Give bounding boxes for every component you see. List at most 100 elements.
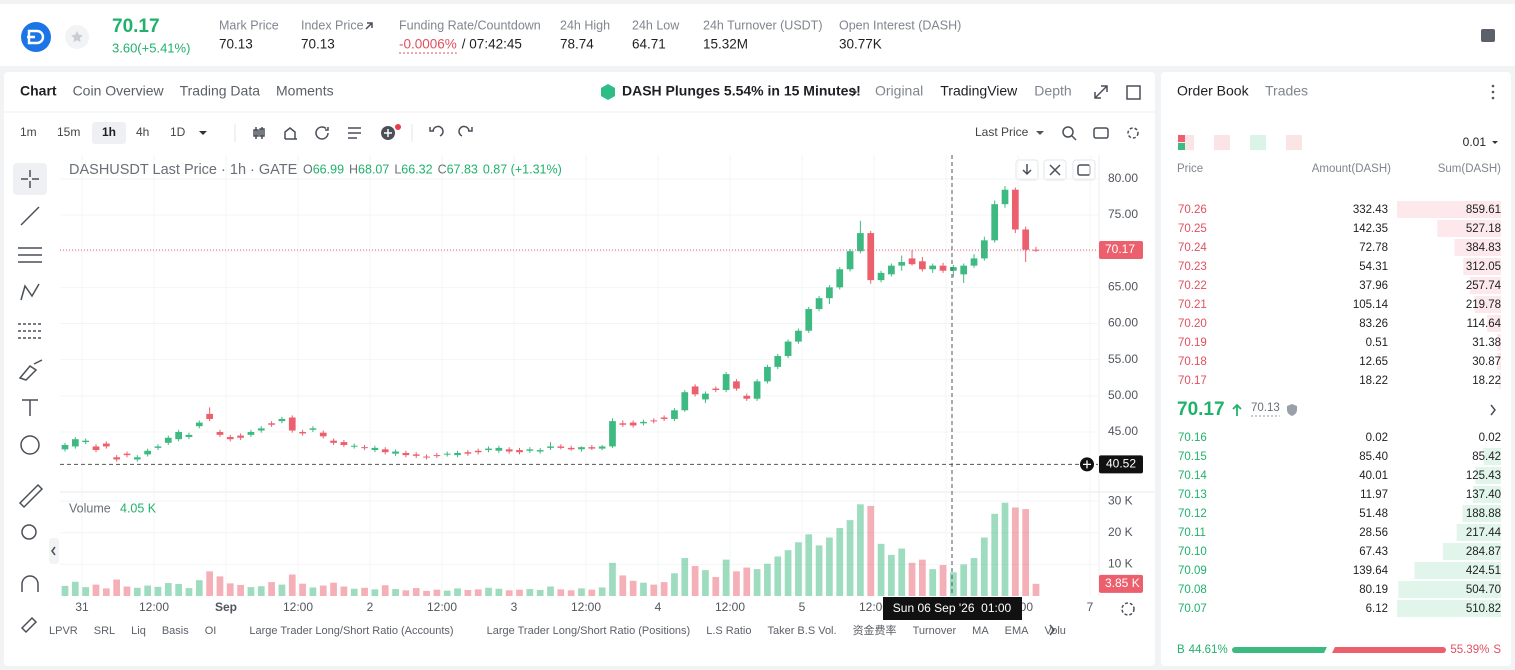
indicator[interactable]: Turnover (913, 625, 957, 637)
candle-body (743, 395, 751, 399)
price-source-dropdown[interactable] (1036, 131, 1044, 135)
volume-bar (857, 504, 864, 596)
expand-icon[interactable] (1094, 85, 1108, 99)
zoom-tool[interactable] (21, 524, 37, 540)
interval[interactable]: 1h (102, 125, 116, 139)
ob-price[interactable]: 70.19 (1178, 337, 1207, 349)
candle-body (753, 381, 761, 399)
undo-icon[interactable] (429, 125, 444, 137)
interval-dropdown[interactable] (199, 131, 207, 135)
ob-tab[interactable]: Trades (1265, 83, 1308, 99)
ob-price[interactable]: 70.10 (1178, 546, 1207, 558)
fit-button[interactable] (1072, 159, 1096, 181)
ob-price[interactable]: 70.22 (1178, 280, 1207, 292)
channel-tool[interactable] (18, 247, 42, 263)
settings-gear[interactable] (1127, 127, 1139, 139)
view-tab[interactable]: Depth (1034, 83, 1071, 99)
indicator[interactable]: SRL (94, 625, 115, 637)
panel-tab[interactable]: Chart (20, 83, 57, 99)
panel-tab[interactable]: Trading Data (180, 83, 261, 99)
ob-price[interactable]: 70.12 (1178, 508, 1207, 520)
indicator[interactable]: Large Trader Long/Short Ratio (Accounts) (249, 625, 453, 637)
candle-body (257, 428, 265, 431)
line-tool[interactable] (20, 206, 40, 226)
ob-price[interactable]: 70.23 (1178, 261, 1207, 273)
collapse-tab[interactable] (49, 538, 59, 564)
replay-icon[interactable] (315, 126, 329, 140)
ob-price[interactable]: 70.18 (1178, 356, 1207, 368)
view-both-alt[interactable] (1214, 135, 1230, 150)
candle-body (929, 265, 937, 270)
panel-tab[interactable]: Moments (276, 83, 334, 99)
template-icon[interactable] (348, 127, 361, 139)
ob-tab[interactable]: Order Book (1177, 83, 1250, 99)
mid-arrow[interactable] (1490, 404, 1496, 416)
ob-price[interactable]: 70.20 (1178, 318, 1207, 330)
ob-price[interactable]: 70.13 (1178, 489, 1207, 501)
ob-price[interactable]: 70.15 (1178, 451, 1207, 463)
news-headline[interactable]: DASH Plunges 5.54% in 15 Minutes! (622, 83, 861, 99)
camera-icon[interactable] (1093, 127, 1109, 139)
ob-price[interactable]: 70.25 (1178, 223, 1207, 235)
indicator[interactable]: OI (205, 625, 217, 637)
interval[interactable]: 1D (170, 125, 186, 139)
panel-tab[interactable]: Coin Overview (73, 83, 165, 99)
menu-dot[interactable] (1491, 84, 1495, 88)
indicator[interactable]: Basis (162, 625, 189, 637)
indicator[interactable]: 资金费率 (853, 623, 897, 637)
ob-price[interactable]: 70.17 (1178, 375, 1207, 387)
ob-price[interactable]: 70.24 (1178, 242, 1207, 254)
fib-tool[interactable] (18, 323, 42, 339)
ruler-tool[interactable] (18, 483, 44, 509)
view-tab[interactable]: Original (875, 83, 923, 99)
redo-icon[interactable] (458, 125, 473, 137)
interval[interactable]: 4h (136, 125, 149, 139)
ob-price[interactable]: 70.16 (1178, 432, 1207, 444)
view-tab[interactable]: TradingView (940, 83, 1018, 99)
price-source[interactable]: Last Price (975, 125, 1029, 139)
volume-bar (309, 587, 317, 596)
axis-settings[interactable] (1121, 602, 1135, 616)
pattern-tool[interactable] (20, 283, 40, 301)
indicator-icon[interactable] (284, 127, 297, 140)
indicator[interactable]: MA (972, 625, 989, 637)
indicator[interactable]: LPVR (49, 625, 78, 637)
interval[interactable]: 15m (57, 125, 80, 139)
indicator[interactable]: L.S Ratio (706, 625, 751, 637)
ob-price[interactable]: 70.09 (1178, 565, 1207, 577)
ob-price[interactable]: 70.26 (1178, 204, 1207, 216)
view-bids[interactable] (1250, 135, 1266, 150)
indicator[interactable]: Taker B.S Vol. (767, 625, 836, 637)
menu-dot[interactable] (1491, 96, 1495, 100)
candle-body (702, 393, 709, 400)
brush-tool[interactable] (18, 359, 43, 381)
indicator[interactable]: Liq (131, 625, 146, 637)
step-dropdown[interactable] (1492, 141, 1498, 144)
view-asks[interactable] (1286, 135, 1302, 150)
indicator[interactable]: Large Trader Long/Short Ratio (Positions… (487, 625, 691, 637)
active-tool[interactable] (13, 163, 47, 195)
search-icon[interactable] (1062, 126, 1074, 138)
magnet-tool[interactable] (21, 575, 39, 592)
text-tool[interactable] (22, 399, 38, 416)
settings-icon[interactable] (1481, 29, 1495, 42)
ob-price[interactable]: 70.11 (1178, 527, 1206, 539)
crosshair-tool[interactable] (21, 170, 39, 188)
pen-tool[interactable] (20, 616, 38, 634)
candle-type-icon[interactable] (253, 127, 265, 139)
ob-step[interactable]: 0.01 (1463, 135, 1487, 149)
indicator-scroll[interactable] (1049, 624, 1055, 636)
indicator[interactable]: Volu (1045, 625, 1066, 637)
ob-price[interactable]: 70.14 (1178, 470, 1207, 482)
emoji-tool[interactable] (20, 435, 40, 455)
ob-price[interactable]: 70.21 (1178, 299, 1207, 311)
news-arrow[interactable] (851, 87, 858, 97)
news-icon (601, 84, 615, 100)
ob-price[interactable]: 70.08 (1178, 584, 1207, 596)
indicator[interactable]: EMA (1005, 625, 1030, 637)
ob-amount: 142.35 (1353, 223, 1388, 235)
menu-dot[interactable] (1491, 90, 1495, 94)
window-icon[interactable] (1126, 85, 1141, 100)
interval[interactable]: 1m (20, 125, 37, 139)
ob-price[interactable]: 70.07 (1178, 603, 1207, 615)
